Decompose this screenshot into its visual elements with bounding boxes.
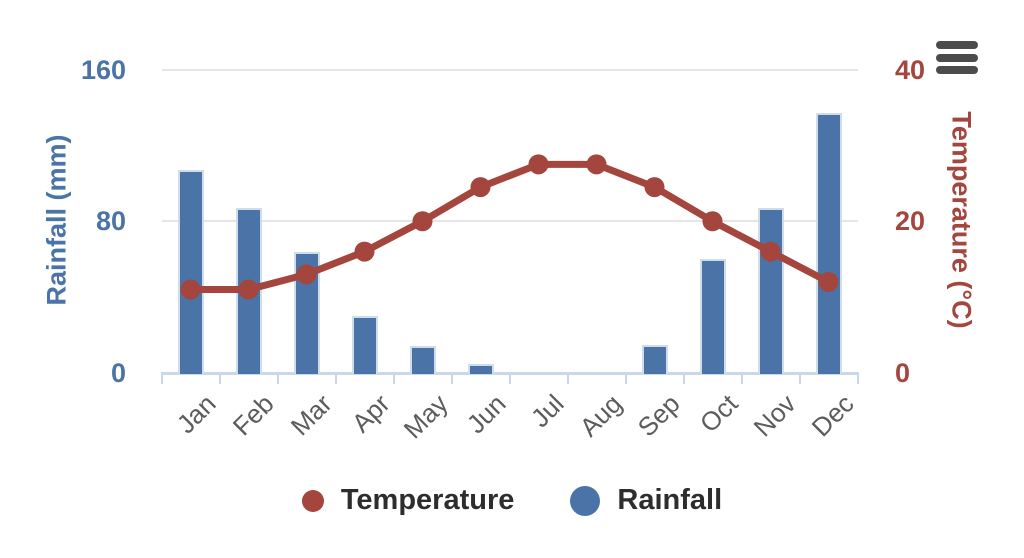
temperature-point-nov[interactable] [760,241,781,262]
legend: Temperature Rainfall [0,484,1024,517]
x-axis-line [160,371,859,375]
temperature-point-mar[interactable] [296,264,317,285]
temperature-point-sep[interactable] [644,177,665,198]
temperature-point-dec[interactable] [818,271,839,292]
x-axis-tick [624,374,627,384]
temperature-point-may[interactable] [412,211,433,232]
legend-label-temperature: Temperature [340,484,515,516]
right-axis-label-40: 40 [895,54,926,85]
legend-label-rainfall: Rainfall [617,484,723,516]
gridline-160 [161,68,858,71]
temperature-point-jan[interactable] [180,279,201,300]
x-axis-tick [276,374,279,384]
x-axis-tick [798,374,801,384]
temperature-point-feb[interactable] [238,279,259,300]
x-axis-tick [740,374,743,384]
x-axis-tick [566,374,569,384]
rainfall-bar-apr[interactable] [351,316,378,374]
chart-context-menu-button[interactable] [936,41,978,74]
rainfall-bar-jun[interactable] [467,363,494,374]
temperature-legend-marker-icon [301,489,324,512]
hamburger-bar [936,41,978,49]
rainfall-bar-jan[interactable] [177,170,204,374]
x-axis-tick [856,374,859,384]
temperature-point-aug[interactable] [586,154,607,175]
x-axis-tick [334,374,337,384]
hamburger-bar [936,66,978,74]
rainfall-bar-sep[interactable] [641,344,668,374]
rainfall-legend-marker-icon [570,485,601,516]
temperature-point-oct[interactable] [702,211,723,232]
x-axis-tick [508,374,511,384]
legend-item-temperature[interactable]: Temperature [301,484,515,517]
x-axis-tick [682,374,685,384]
rainfall-bar-may[interactable] [409,346,436,374]
rainfall-bar-dec[interactable] [815,113,842,374]
rainfall-bar-oct[interactable] [699,259,726,374]
x-axis-tick [160,374,163,384]
temperature-point-jun[interactable] [470,177,491,198]
temperature-point-jul[interactable] [528,154,549,175]
legend-item-rainfall[interactable]: Rainfall [570,484,722,517]
right-axis-label-20: 20 [895,206,926,237]
rainfall-bar-nov[interactable] [757,207,784,374]
temperature-line [187,160,832,294]
left-axis-label-160: 160 [80,54,126,85]
temperature-point-apr[interactable] [354,241,375,262]
right-axis-label-0: 0 [895,358,911,388]
x-axis-tick [218,374,221,384]
x-axis-tick [450,374,453,384]
x-axis-tick [392,374,395,384]
left-axis-label-0: 0 [110,358,126,388]
gridline-80 [161,220,858,223]
hamburger-bar [936,53,978,62]
left-axis-label-80: 80 [95,206,126,237]
